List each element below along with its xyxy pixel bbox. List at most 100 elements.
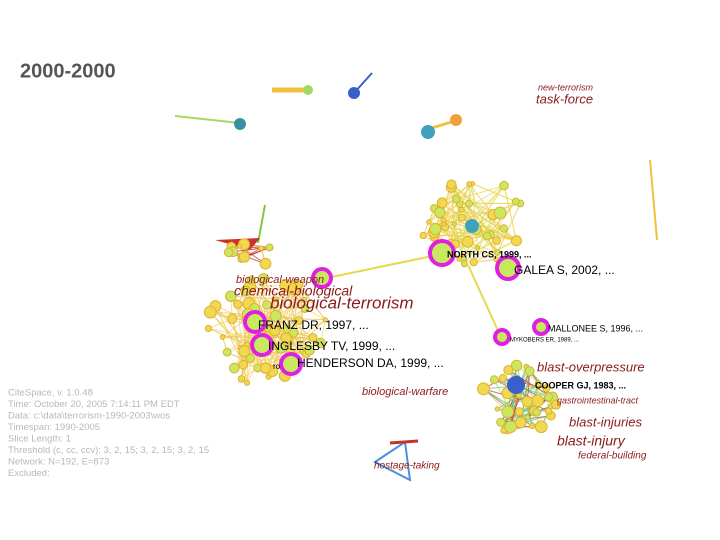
node-label: FRANZ DR, 1997, ...	[258, 318, 369, 332]
info-line: Timespan: 1990-2005	[8, 422, 100, 433]
node	[494, 249, 501, 256]
cluster-label: task-force	[536, 91, 593, 106]
node	[269, 309, 282, 322]
node	[496, 417, 506, 427]
hub-node	[279, 352, 303, 376]
node	[493, 206, 507, 220]
cluster-label: federal-building	[578, 451, 647, 462]
hub-node	[311, 267, 333, 289]
hub-node	[532, 318, 550, 336]
node	[521, 395, 534, 408]
hub-node	[507, 376, 525, 394]
node	[524, 414, 531, 421]
node	[315, 337, 326, 349]
hub-node	[428, 239, 456, 267]
edge	[472, 183, 516, 202]
node	[551, 399, 562, 410]
node	[308, 333, 318, 343]
node	[240, 285, 251, 297]
cluster-label: hostage-taking	[374, 461, 440, 472]
node	[501, 405, 515, 419]
node	[236, 243, 243, 249]
node	[524, 366, 535, 377]
node	[510, 359, 523, 372]
edge	[450, 185, 505, 242]
node	[262, 300, 272, 310]
info-line: Network: N=192, E=873	[8, 457, 109, 468]
node-label: MALLONEE S, 1996, ...	[548, 323, 643, 333]
node	[322, 317, 328, 323]
node	[466, 181, 473, 187]
edge	[321, 253, 443, 280]
node-label: HENDERSON DA, 1999, ...	[297, 356, 444, 370]
node	[474, 245, 481, 251]
node	[259, 257, 272, 270]
edge	[451, 184, 494, 216]
node-label: GALEA S, 2002, ...	[514, 263, 615, 277]
cluster-label: biological-terrorism	[270, 293, 414, 312]
info-line: Excluded:	[8, 468, 50, 479]
edge	[497, 203, 521, 253]
node	[482, 231, 492, 241]
edge	[257, 204, 266, 244]
node	[514, 407, 524, 417]
edge	[461, 209, 504, 229]
node-label: MYKOBERS ER, 1989, ...	[510, 338, 579, 344]
edge	[451, 184, 505, 229]
node	[233, 299, 243, 309]
cluster-label: biological-warfare	[362, 386, 448, 398]
node	[245, 353, 255, 363]
edge	[507, 383, 539, 413]
edge	[508, 369, 553, 398]
node	[238, 345, 251, 358]
node	[203, 305, 217, 319]
cluster-label: blast-injuries	[569, 414, 642, 429]
node	[419, 231, 428, 240]
hub-node	[250, 333, 274, 357]
info-line: Time: October 20, 2005 7:14:11 PM EDT	[8, 399, 180, 410]
hub-node	[348, 87, 360, 99]
node	[503, 365, 514, 376]
node	[204, 324, 213, 333]
node	[441, 221, 447, 227]
edge	[463, 212, 501, 265]
edge	[298, 284, 326, 320]
node	[259, 362, 272, 374]
edge	[209, 311, 241, 349]
cluster-label: blast-overpressure	[537, 359, 645, 374]
node	[300, 304, 310, 313]
cluster-label: biological-weapon	[236, 274, 324, 286]
node	[451, 194, 461, 204]
node	[264, 326, 271, 333]
node	[465, 199, 474, 208]
hub-node	[303, 85, 313, 95]
node	[511, 197, 520, 206]
edge-bundle	[373, 440, 412, 482]
node	[534, 420, 548, 434]
edge	[455, 198, 465, 260]
node	[492, 236, 501, 245]
slice-title: 2000-2000	[20, 60, 116, 82]
node	[246, 275, 256, 285]
edge	[230, 295, 305, 301]
edge	[286, 289, 295, 330]
edge	[497, 395, 520, 410]
node	[436, 197, 448, 209]
node	[544, 407, 553, 415]
node-label: ro	[273, 362, 281, 371]
info-line: Data: c:\data\terrorism-1990-2003\wos	[8, 411, 170, 422]
node-label: INGLESBY TV, 1999, ...	[268, 339, 395, 353]
edge	[389, 439, 419, 445]
edge	[441, 202, 465, 260]
node	[294, 316, 304, 325]
node	[258, 273, 270, 285]
node	[461, 235, 474, 248]
hub-node	[493, 328, 511, 346]
node	[238, 359, 248, 370]
node	[489, 375, 499, 385]
node	[219, 334, 226, 340]
node	[275, 342, 287, 354]
node	[499, 180, 509, 191]
node	[494, 406, 500, 412]
node	[258, 245, 265, 252]
